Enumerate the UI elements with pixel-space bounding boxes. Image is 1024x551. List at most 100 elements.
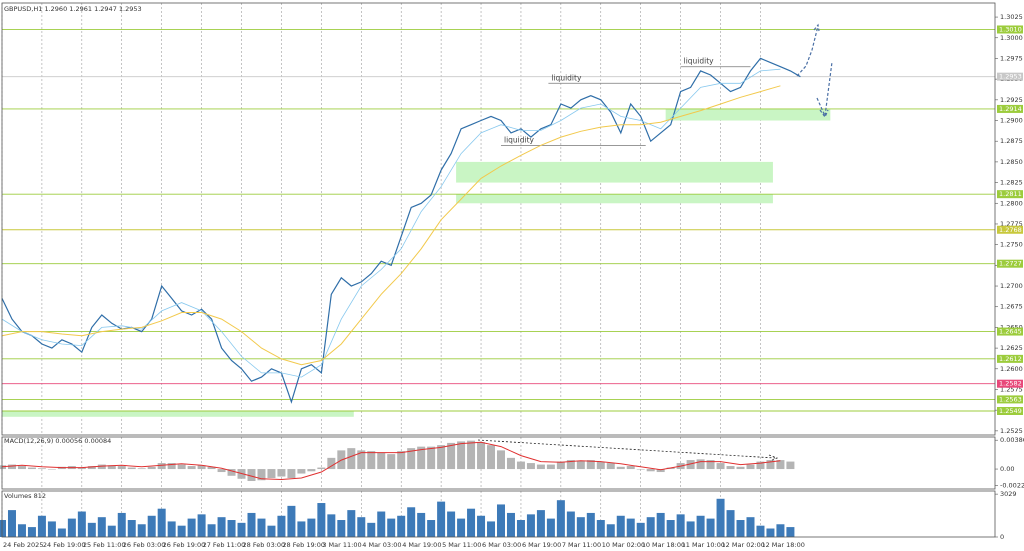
bar: [496, 450, 505, 470]
macd-title: MACD(12,26,9) 0.00056 0.00084: [4, 437, 111, 445]
series-line: [1, 441, 781, 481]
bar: [766, 528, 775, 537]
x-tick-label: 12 Mar 02:00: [722, 541, 765, 549]
zone: [456, 194, 773, 204]
bar: [247, 469, 256, 482]
bar: [447, 511, 456, 537]
bar: [367, 522, 376, 537]
bar: [97, 517, 106, 537]
bar: [87, 466, 96, 470]
bar: [157, 463, 166, 470]
bar: [457, 518, 466, 537]
x-tick-label: 4 Mar 19:00: [402, 541, 441, 549]
bar: [347, 510, 356, 537]
level-label: 1.2768: [999, 226, 1022, 234]
level-label-box: [997, 25, 1023, 34]
bar: [347, 448, 356, 470]
bar: [37, 515, 46, 537]
bar: [117, 466, 126, 470]
bar: [417, 446, 426, 470]
x-tick-label: 24 Feb 2025: [3, 541, 43, 549]
y-tick-label: 1.2700: [1000, 282, 1023, 290]
x-tick-label: 28 Feb 19:00: [282, 541, 325, 549]
zone: [456, 161, 773, 183]
x-tick-label: 26 Feb 03:00: [123, 541, 166, 549]
bar: [626, 518, 635, 537]
bar: [556, 500, 565, 537]
x-tick-label: 26 Feb 19:00: [163, 541, 206, 549]
bar: [307, 469, 316, 472]
y-tick-label: 1.2900: [1000, 117, 1023, 125]
divergence-arrow: [477, 439, 779, 462]
series-line: [1, 57, 801, 404]
bar: [287, 469, 296, 479]
forecast-arrow: [796, 23, 820, 77]
bar: [77, 467, 86, 470]
bar: [646, 517, 655, 537]
bar: [297, 521, 306, 537]
bar: [477, 442, 486, 470]
annotation: liquidity: [504, 135, 535, 144]
level-label: 1.2582: [999, 380, 1022, 388]
bar: [327, 514, 336, 537]
bar: [227, 469, 236, 476]
bar: [277, 469, 286, 477]
chart-title: GBPUSD,H1 1.2960 1.2961 1.2947 1.2953: [4, 5, 142, 13]
level-label-box: [997, 379, 1023, 388]
bar: [566, 460, 575, 470]
bar: [487, 445, 496, 470]
bar: [137, 524, 146, 537]
bar: [57, 528, 66, 537]
bar: [526, 463, 535, 470]
bar: [197, 514, 206, 537]
y-tick-label: 1.2575: [1000, 385, 1023, 393]
level-label: 1.2612: [999, 355, 1022, 363]
bar: [516, 520, 525, 537]
level-label-box: [997, 190, 1023, 199]
bar: [267, 469, 276, 479]
bar: [746, 517, 755, 537]
bar: [367, 451, 376, 470]
bar: [207, 466, 216, 470]
bar: [636, 469, 645, 470]
bar: [726, 466, 735, 470]
bar: [546, 464, 555, 470]
level-label-box: [997, 327, 1023, 336]
y-tick-label: 1.2925: [1000, 96, 1023, 104]
level-label-box: [997, 72, 1023, 81]
x-tick-label: 6 Mar 03:00: [482, 541, 521, 549]
bar: [77, 511, 86, 537]
bar: [656, 512, 665, 537]
bar: [726, 510, 735, 537]
bar: [177, 525, 186, 537]
bar: [506, 512, 515, 537]
bar: [0, 520, 6, 537]
x-tick-label: 24 Feb 19:00: [43, 541, 86, 549]
x-tick-label: 6 Mar 19:00: [522, 541, 561, 549]
macd-frame: [1, 436, 996, 490]
bar: [387, 518, 396, 537]
level-label: 1.2645: [999, 328, 1022, 336]
bar: [317, 467, 326, 470]
x-tick-label: 12 Mar 18:00: [761, 541, 804, 549]
bar: [417, 512, 426, 537]
bar: [766, 460, 775, 470]
level-label: 1.2727: [999, 260, 1022, 268]
bar: [117, 512, 126, 537]
bar: [746, 464, 755, 470]
bar: [616, 515, 625, 537]
y-tick-label: 1.2875: [1000, 137, 1023, 145]
bar: [317, 503, 326, 537]
bar: [437, 445, 446, 470]
bar: [437, 501, 446, 537]
annotation: liquidity: [684, 57, 715, 66]
x-tick-label: 5 Mar 11:00: [442, 541, 481, 549]
bar: [137, 468, 146, 470]
level-label: 1.2563: [999, 395, 1022, 403]
bar: [467, 440, 476, 470]
bar: [167, 463, 176, 470]
bar: [786, 527, 795, 537]
bar: [586, 460, 595, 470]
bar: [756, 525, 765, 537]
